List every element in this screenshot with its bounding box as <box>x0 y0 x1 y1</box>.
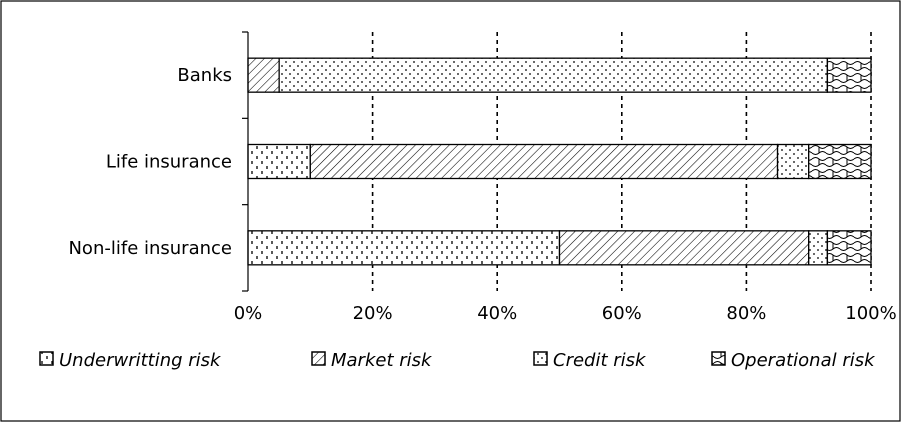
x-tick-labels: 0% 20% 40% 60% 80% 100% <box>234 303 897 324</box>
legend-label-market-risk: Market risk <box>331 350 433 371</box>
legend-label-credit-risk: Credit risk <box>553 350 647 371</box>
bar-life-insurance-market-risk <box>309 143 779 180</box>
legend-key-operational-risk <box>711 351 726 366</box>
category-label-non-life-insurance: Non-life insurance <box>68 238 232 259</box>
bar-non-life-insurance-operational-risk <box>826 230 872 266</box>
bar-banks-credit-risk <box>278 57 829 93</box>
legend-label-operational-risk: Operational risk <box>731 350 876 371</box>
bars <box>247 57 872 266</box>
x-tick-label-100: 100% <box>845 303 896 324</box>
category-labels: Banks Life insurance Non-life insurance <box>68 65 232 259</box>
x-tick-label-20: 20% <box>353 303 393 324</box>
category-label-banks: Banks <box>177 65 232 86</box>
legend-key-market-risk <box>311 351 326 366</box>
bar-banks-operational-risk <box>826 57 872 93</box>
x-tick-label-80: 80% <box>726 303 766 324</box>
legend-key-underwritting-risk <box>39 351 54 366</box>
axes <box>242 31 249 292</box>
bar-non-life-insurance-market-risk <box>558 230 810 266</box>
x-tick-label-0: 0% <box>234 303 263 324</box>
bar-life-insurance-credit-risk <box>776 143 810 180</box>
bar-life-insurance-underwritting-risk <box>247 143 311 180</box>
bar-non-life-insurance-credit-risk <box>808 230 829 266</box>
bar-non-life-insurance-underwritting-risk <box>247 230 561 266</box>
x-tick-label-40: 40% <box>477 303 517 324</box>
legend-key-credit-risk <box>533 351 548 366</box>
legend-label-underwritting-risk: Underwritting risk <box>59 350 222 371</box>
x-tick-label-60: 60% <box>602 303 642 324</box>
category-label-life-insurance: Life insurance <box>106 152 232 173</box>
bar-banks-market-risk <box>247 57 280 93</box>
legend: Underwritting risk Market risk Credit risk… <box>39 350 876 371</box>
bar-life-insurance-operational-risk <box>808 143 872 180</box>
